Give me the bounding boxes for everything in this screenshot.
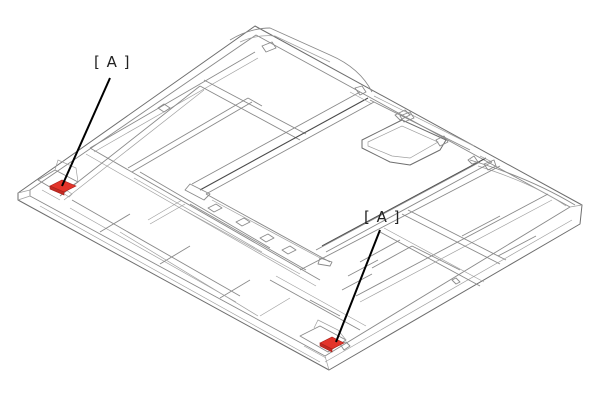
- tray-outline: [17, 25, 583, 371]
- ribs-right-section: [269, 95, 553, 331]
- callout-label-rear-left: [ A ]: [94, 53, 131, 71]
- ribs-left-section: [59, 41, 321, 317]
- center-rails: [147, 85, 375, 275]
- leader-line-front-right: [335, 229, 381, 343]
- callout-label-front-right: [ A ]: [364, 208, 401, 226]
- clip-front-right: [319, 336, 345, 353]
- leader-lines: [61, 77, 381, 343]
- leader-line-rear-left: [61, 77, 111, 187]
